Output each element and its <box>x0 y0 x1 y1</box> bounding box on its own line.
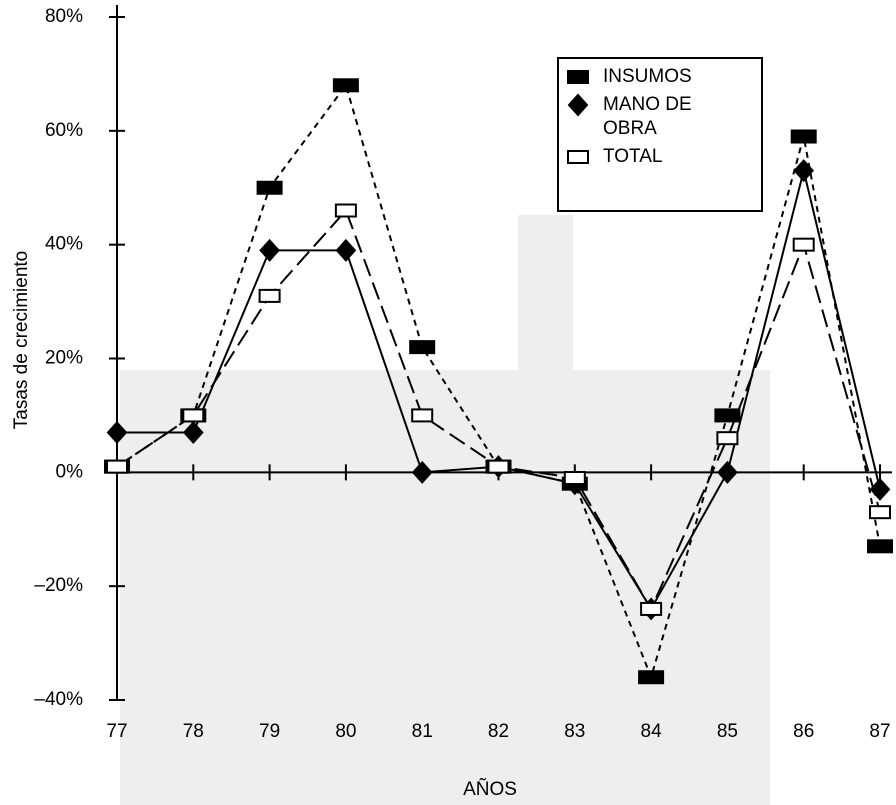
y-tick-label: –20% <box>34 575 83 596</box>
x-tick-label: 79 <box>259 721 280 742</box>
marker <box>567 93 589 117</box>
marker <box>567 150 589 164</box>
legend-label: MANO DE OBRA <box>603 94 692 139</box>
x-tick-label: 87 <box>869 721 890 742</box>
marker <box>792 237 815 252</box>
legend-entry: TOTAL <box>567 145 753 169</box>
x-tick-label: 77 <box>106 721 127 742</box>
x-tick-label: 83 <box>564 721 585 742</box>
x-tick-label: 78 <box>183 721 204 742</box>
x-tick-label: 81 <box>412 721 433 742</box>
watermark <box>518 215 573 805</box>
marker <box>487 459 510 474</box>
marker <box>716 431 739 446</box>
marker <box>409 340 436 355</box>
y-axis-label: Tasas de crecimiento <box>11 251 32 429</box>
y-tick-label: 80% <box>45 6 83 27</box>
marker <box>869 505 891 520</box>
marker <box>563 471 586 486</box>
legend-symbol <box>567 93 589 117</box>
x-tick-label: 80 <box>335 721 356 742</box>
y-tick-label: 0% <box>56 461 84 482</box>
x-tick-label: 82 <box>488 721 509 742</box>
x-tick-label: 86 <box>793 721 814 742</box>
marker <box>867 539 893 554</box>
marker <box>182 420 204 444</box>
marker <box>793 159 815 183</box>
marker <box>411 460 433 484</box>
y-tick-label: 60% <box>45 120 83 141</box>
marker <box>869 477 891 501</box>
marker <box>640 601 663 616</box>
watermark <box>120 370 770 805</box>
marker <box>335 238 357 262</box>
y-tick-label: 20% <box>45 348 83 369</box>
marker <box>638 670 665 685</box>
marker <box>182 408 205 423</box>
marker <box>106 459 128 474</box>
marker <box>714 408 741 423</box>
marker <box>256 180 283 195</box>
y-tick-label: 40% <box>45 234 83 255</box>
legend-label: TOTAL <box>603 146 663 167</box>
legend-symbol <box>567 70 589 84</box>
marker <box>717 460 738 484</box>
y-tick-label: –40% <box>34 689 83 710</box>
x-tick-label: 85 <box>717 721 738 742</box>
legend-entry: MANO DE OBRA <box>567 93 753 141</box>
legend-label: INSUMOS <box>603 66 692 87</box>
marker <box>567 70 589 84</box>
marker <box>411 408 434 423</box>
legend-symbol <box>567 150 589 164</box>
marker <box>790 129 817 144</box>
legend: INSUMOS MANO DE OBRA TOTAL <box>557 57 763 212</box>
marker <box>332 78 359 93</box>
legend-entry: INSUMOS <box>567 65 753 89</box>
marker <box>258 288 281 303</box>
x-axis-label: AÑOS <box>463 778 517 800</box>
marker <box>334 203 357 218</box>
x-tick-label: 84 <box>641 721 663 742</box>
marker <box>106 420 128 444</box>
marker <box>259 238 280 262</box>
